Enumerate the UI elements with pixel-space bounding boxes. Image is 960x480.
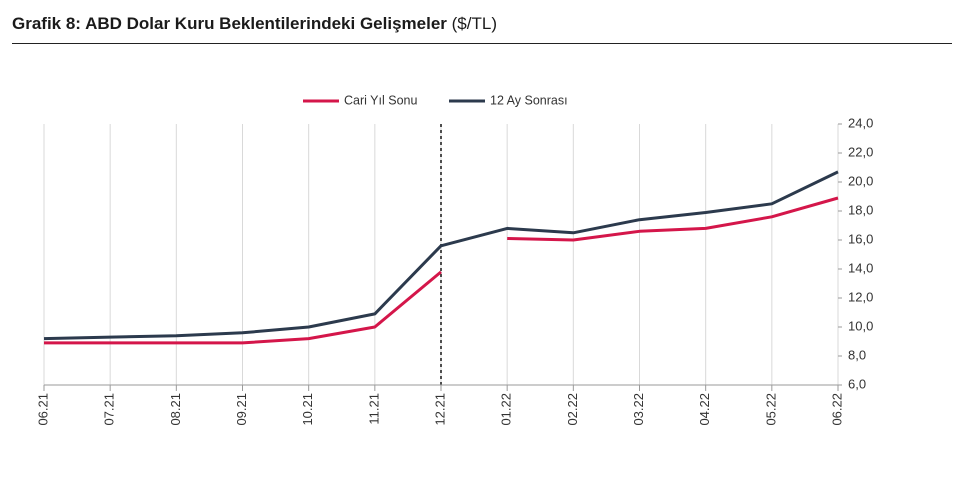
x-tick-label: 10.21 — [300, 393, 315, 426]
y-tick-label: 22,0 — [848, 144, 873, 159]
grid-layer — [43, 124, 839, 385]
x-tick-label: 05.22 — [763, 393, 778, 426]
y-tick-label: 14,0 — [848, 260, 873, 275]
series-layer — [43, 170, 839, 345]
legend: Cari Yıl Sonu 12 Ay Sonrası — [303, 93, 568, 107]
x-tick-label: 02.22 — [565, 393, 580, 426]
x-tick-label: 11.21 — [366, 393, 381, 425]
chart-unit: ($/TL) — [451, 14, 497, 33]
chart-title: Grafik 8: ABD Dolar Kuru Beklentilerinde… — [12, 14, 952, 34]
legend-label-cari-yil-sonu: Cari Yıl Sonu — [344, 93, 417, 107]
chart-header: Grafik 8: ABD Dolar Kuru Beklentilerinde… — [12, 14, 952, 46]
legend-label-12-ay-sonrasi: 12 Ay Sonrası — [490, 93, 568, 107]
x-tick-label: 08.21 — [168, 393, 183, 426]
y-tick-label: 12,0 — [848, 289, 873, 304]
title-underline — [12, 43, 952, 44]
x-tick-label: 09.21 — [234, 393, 249, 426]
x-tick-label: 03.22 — [631, 393, 646, 426]
y-tick-label: 8,0 — [848, 347, 866, 362]
series-line-12-ay-sonrasi — [43, 170, 839, 341]
y-tick-label: 6,0 — [848, 376, 866, 391]
axis-layer: 06.21 07.21 08.21 09.21 10.21 11.21 12.21 01.22… — [35, 115, 873, 425]
x-tick-label: 07.21 — [102, 393, 117, 426]
y-tick-label: 24,0 — [848, 115, 873, 130]
y-tick-label: 20,0 — [848, 173, 873, 188]
y-tick-label: 10,0 — [848, 318, 873, 333]
series-line-cari-yil-sonu — [44, 270, 442, 345]
x-tick-label: 04.22 — [697, 393, 712, 426]
y-tick-label: 16,0 — [848, 231, 873, 246]
x-tick-label: 06.21 — [35, 393, 50, 426]
x-tick-label: 06.22 — [829, 393, 844, 426]
x-tick-label: 12.21 — [432, 393, 447, 426]
y-tick-label: 18,0 — [848, 202, 873, 217]
chart-title-text: Grafik 8: ABD Dolar Kuru Beklentilerinde… — [12, 14, 447, 33]
series-line-cari-yil-sonu — [507, 196, 839, 242]
x-tick-label: 01.22 — [499, 393, 514, 426]
